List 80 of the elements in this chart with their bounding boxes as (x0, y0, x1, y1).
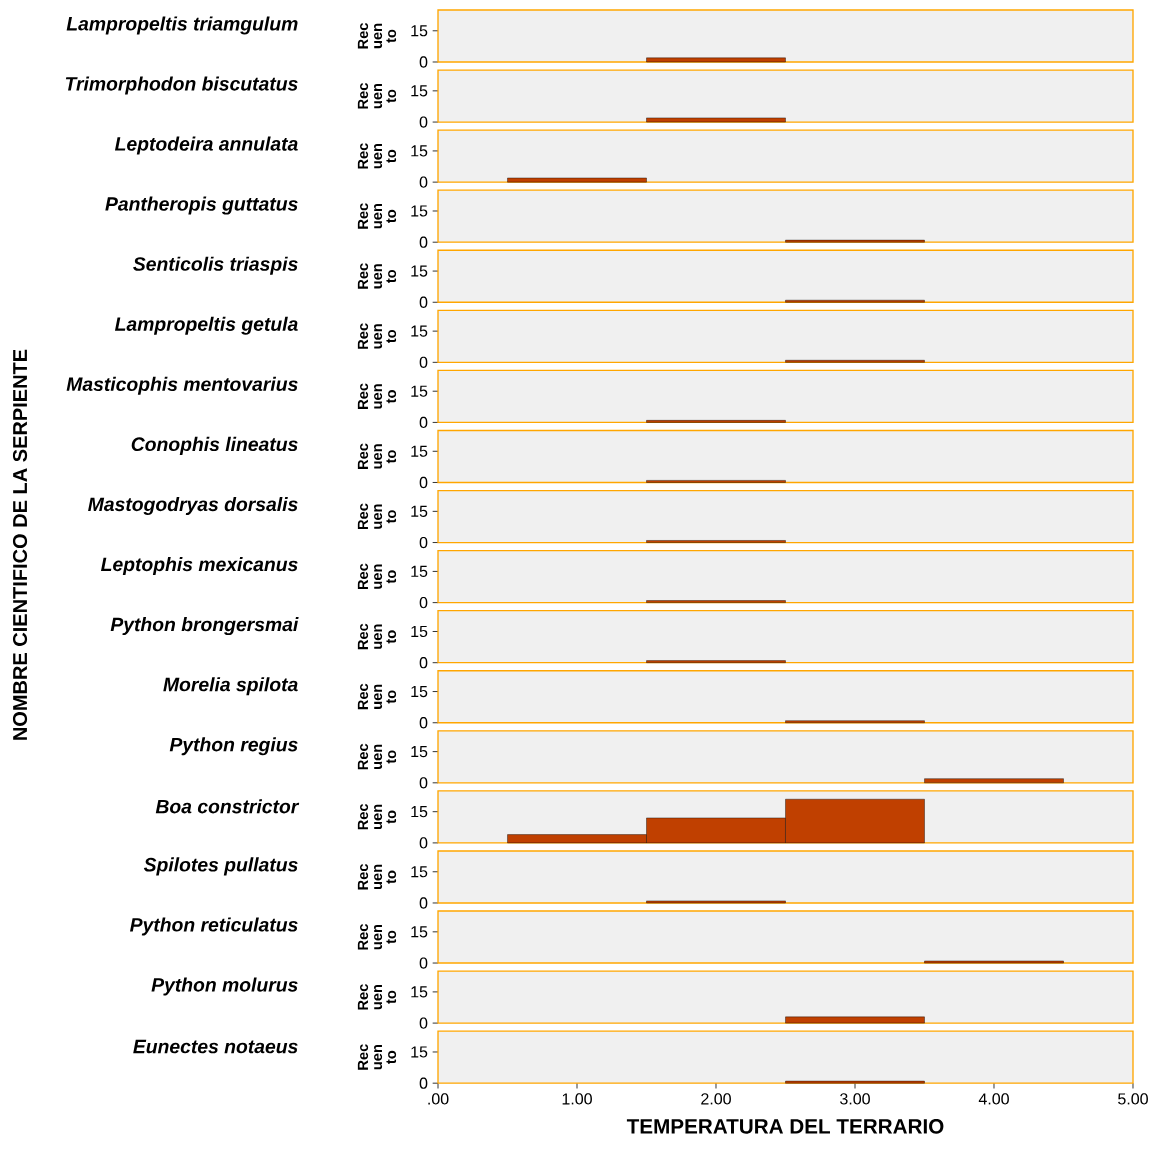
text: Trimorphodon biscutatus (65, 76, 298, 95)
x-axis-title: TEMPERATURA DEL TERRARIO (626, 1119, 944, 1134)
y-tick-label: 15 (411, 625, 428, 638)
y-axis-title: Rec uen to (357, 383, 397, 409)
y-tick-label: 15 (411, 1046, 428, 1058)
y-tick-label: 0 (419, 717, 428, 729)
y-tick-label: 15 (411, 25, 428, 37)
text: Python molurus (151, 977, 298, 996)
x-tick-label: 4.00 (978, 1093, 1009, 1105)
text: Python regius (169, 737, 298, 756)
y-tick-label: 0 (419, 1017, 428, 1029)
x-tick-label: 1.00 (562, 1093, 592, 1105)
y-axis-title: Rec uen to (357, 803, 397, 830)
text: Mastogodryas dorsalis (88, 496, 298, 515)
y-tick-label: 0 (419, 777, 428, 789)
y-tick-label: 15 (411, 205, 428, 217)
y-tick-label: 15 (411, 145, 428, 157)
y-axis-title: Rec uen to (357, 743, 397, 770)
text: Spilotes pullatus (143, 857, 298, 876)
y-axis-title: Rec uen to (357, 263, 397, 289)
y-axis-title: Rec uen to (357, 984, 397, 1010)
text: Leptodeira annulata (114, 136, 298, 155)
y-axis-title: Rec uen to (357, 924, 397, 950)
y-axis-title: Rec uen to (357, 83, 397, 109)
y-tick-label: 15 (411, 265, 428, 277)
y-axis-title: Rec uen to (357, 323, 397, 349)
x-tick-label: 5.00 (1118, 1093, 1148, 1105)
y-tick-label: 15 (411, 746, 428, 758)
text: Eunectes notaeus (133, 1039, 298, 1054)
y-axis-title: Rec uen to (357, 1044, 397, 1070)
y-tick-label: 15 (411, 926, 428, 938)
y-tick-label: 0 (419, 1077, 428, 1089)
y-axis-title: Rec uen to (357, 22, 397, 49)
text: Leptophis mexicanus (100, 557, 298, 576)
y-tick-label: 15 (411, 806, 428, 818)
text: Morelia spilota (163, 677, 298, 696)
y-tick-label: 0 (419, 296, 428, 308)
x-tick-label: .00 (428, 1093, 449, 1105)
y-tick-label: 0 (419, 957, 428, 969)
y-axis-title: Rec uen to (357, 623, 397, 650)
text: Masticophis mentovarius (66, 376, 298, 395)
text: Lampropeltis triamgulum (66, 16, 298, 35)
text: Lampropeltis getula (114, 316, 298, 335)
y-tick-label: 15 (411, 565, 428, 577)
text: Boa constrictor (155, 799, 300, 814)
text: NOMBRE CIENTIFICO DE LA SERPIENTE (12, 349, 28, 740)
y-axis-title: Rec uen to (357, 683, 397, 710)
text: Python reticulatus (130, 917, 298, 936)
text: Python brongersmai (110, 617, 299, 636)
y-tick-label: 0 (419, 596, 428, 609)
y-tick-label: 0 (419, 56, 428, 68)
x-tick-label: 3.00 (840, 1093, 870, 1105)
text: Senticolis triaspis (133, 256, 298, 275)
y-tick-label: 0 (419, 236, 428, 248)
y-axis-title: Rec uen to (357, 503, 397, 530)
y-axis-title: Rec uen to (357, 563, 397, 590)
y-tick-label: 0 (419, 116, 428, 128)
y-tick-label: 15 (411, 85, 428, 97)
x-tick-label: 2.00 (701, 1093, 731, 1105)
y-tick-label: 0 (419, 897, 428, 909)
y-tick-label: 0 (419, 536, 428, 549)
y-tick-label: 0 (419, 416, 428, 429)
y-tick-label: 15 (411, 505, 428, 517)
y-tick-label: 0 (419, 476, 428, 489)
y-tick-label: 0 (419, 657, 428, 669)
y-tick-label: 0 (419, 837, 428, 849)
y-tick-label: 15 (411, 385, 428, 397)
y-tick-label: 15 (411, 866, 428, 878)
y-tick-label: 15 (411, 445, 428, 457)
y-axis-title: Rec uen to (357, 203, 397, 229)
y-tick-label: 0 (419, 176, 428, 188)
y-tick-label: 0 (419, 356, 428, 368)
text: Conophis lineatus (131, 436, 298, 455)
y-axis-title: Rec uen to (357, 143, 397, 169)
y-tick-label: 15 (411, 685, 428, 698)
text: Pantheropis guttatus (105, 196, 298, 215)
y-tick-label: 15 (411, 986, 428, 998)
y-tick-label: 15 (411, 325, 428, 337)
y-axis-title: Rec uen to (357, 443, 397, 469)
y-axis-title: Rec uen to (357, 863, 397, 890)
